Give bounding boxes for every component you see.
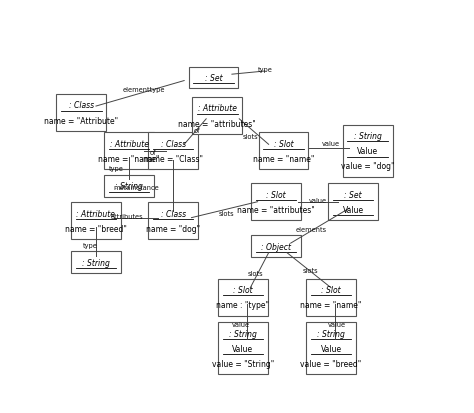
Text: Value: Value xyxy=(232,344,254,353)
Text: slots: slots xyxy=(243,134,258,140)
Text: name = "attributes": name = "attributes" xyxy=(237,205,315,214)
Text: slots: slots xyxy=(219,210,234,216)
Text: : String: : String xyxy=(82,258,110,267)
Text: Value: Value xyxy=(343,205,364,214)
Text: elementtype: elementtype xyxy=(122,86,165,92)
Text: : Slot: : Slot xyxy=(321,285,341,294)
Text: : Attribute: : Attribute xyxy=(109,139,148,148)
Text: Value: Value xyxy=(357,147,378,156)
Text: value = "breed": value = "breed" xyxy=(301,359,362,368)
Text: slots: slots xyxy=(303,268,319,273)
Text: value: value xyxy=(328,322,346,328)
Text: Value: Value xyxy=(320,344,342,353)
FancyBboxPatch shape xyxy=(104,176,154,197)
FancyBboxPatch shape xyxy=(218,279,268,316)
FancyBboxPatch shape xyxy=(148,133,198,170)
Text: value = "String": value = "String" xyxy=(212,359,274,368)
Text: value: value xyxy=(232,322,250,328)
FancyBboxPatch shape xyxy=(306,323,356,375)
Text: name = "name": name = "name" xyxy=(99,154,160,164)
Text: : Attribute: : Attribute xyxy=(198,104,237,113)
Text: name = "Attribute": name = "Attribute" xyxy=(44,116,118,125)
FancyBboxPatch shape xyxy=(251,184,301,221)
Text: : Class: : Class xyxy=(161,139,186,148)
Text: type: type xyxy=(257,67,273,73)
FancyBboxPatch shape xyxy=(328,184,378,221)
FancyBboxPatch shape xyxy=(56,95,106,132)
Text: : Object: : Object xyxy=(261,242,291,251)
Text: name = "dog": name = "dog" xyxy=(146,224,200,233)
Text: name : "type": name : "type" xyxy=(217,301,269,310)
Text: name = "attributes": name = "attributes" xyxy=(178,119,256,128)
Text: value: value xyxy=(322,140,340,146)
Text: elements: elements xyxy=(295,226,327,232)
Text: name = "name": name = "name" xyxy=(253,154,314,164)
Text: : String: : String xyxy=(115,182,143,191)
Text: : Class: : Class xyxy=(69,101,94,110)
FancyBboxPatch shape xyxy=(189,67,238,89)
FancyBboxPatch shape xyxy=(258,133,308,170)
Text: name = "Class": name = "Class" xyxy=(143,154,203,164)
FancyBboxPatch shape xyxy=(343,125,392,178)
Text: : String: : String xyxy=(317,329,345,338)
FancyBboxPatch shape xyxy=(192,98,242,135)
Text: : Attribute: : Attribute xyxy=(76,209,116,218)
FancyBboxPatch shape xyxy=(251,236,301,258)
FancyBboxPatch shape xyxy=(306,279,356,316)
Text: name = "breed": name = "breed" xyxy=(65,224,127,233)
FancyBboxPatch shape xyxy=(218,323,268,375)
Text: type: type xyxy=(109,166,124,172)
FancyBboxPatch shape xyxy=(148,203,198,240)
Text: value = "dog": value = "dog" xyxy=(341,162,394,171)
Text: of: of xyxy=(194,128,200,134)
Text: : Set: : Set xyxy=(205,74,222,83)
Text: : Slot: : Slot xyxy=(266,190,286,199)
FancyBboxPatch shape xyxy=(104,133,154,170)
Text: : Slot: : Slot xyxy=(233,285,253,294)
Text: attributes: attributes xyxy=(111,214,144,219)
Text: value: value xyxy=(309,198,327,204)
Text: : Set: : Set xyxy=(344,190,362,199)
Text: type: type xyxy=(83,242,98,248)
Text: : Class: : Class xyxy=(161,209,186,218)
Text: of: of xyxy=(150,150,156,156)
Text: slots: slots xyxy=(248,271,264,277)
Text: : String: : String xyxy=(229,329,257,338)
Text: : String: : String xyxy=(354,132,382,140)
Text: name = "name": name = "name" xyxy=(301,301,362,310)
Text: metainstance: metainstance xyxy=(113,185,159,191)
Text: : Slot: : Slot xyxy=(273,139,293,148)
FancyBboxPatch shape xyxy=(71,203,121,240)
FancyBboxPatch shape xyxy=(71,252,121,273)
